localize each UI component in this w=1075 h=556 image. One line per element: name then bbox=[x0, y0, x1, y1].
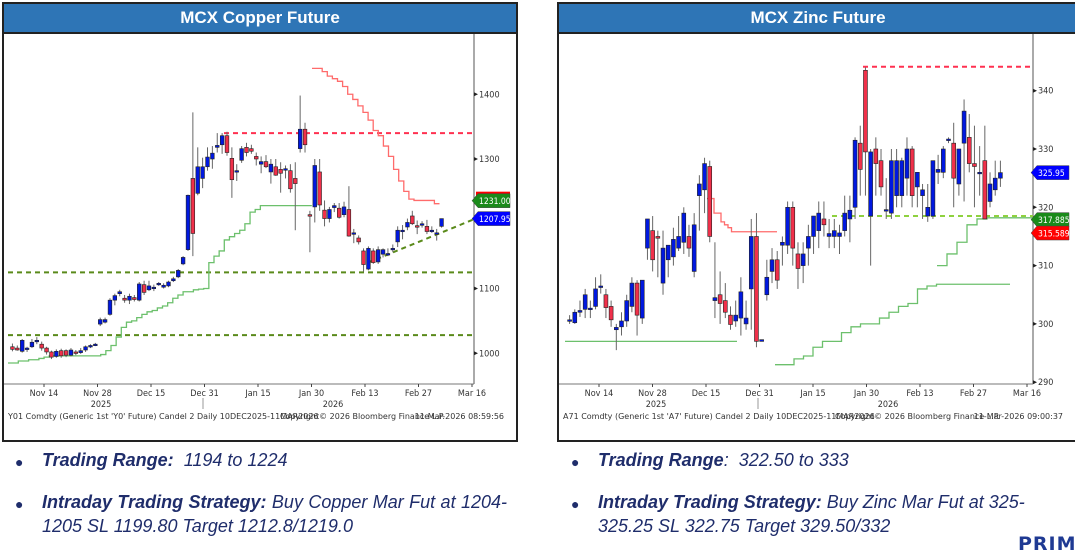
zinc-trading-range: ● Trading Range: 322.50 to 333 bbox=[568, 448, 1068, 472]
svg-text:Copyright© 2026 Bloomberg Fina: Copyright© 2026 Bloomberg Finance L.P. bbox=[280, 412, 445, 421]
zinc-chart-title: MCX Zinc Future bbox=[559, 4, 1075, 34]
zinc-chart-panel: MCX Zinc Future 290 300 310 320 330 340 Nov 14… bbox=[557, 2, 1075, 442]
svg-text:1207.95: 1207.95 bbox=[479, 215, 511, 225]
svg-text:11-Mar-2026 09:00:37: 11-Mar-2026 09:00:37 bbox=[974, 412, 1063, 421]
strategy-label: Intraday Trading Strategy: bbox=[42, 492, 267, 512]
svg-text:Y01 Comdty (Generic 1st 'Y0' F: Y01 Comdty (Generic 1st 'Y0' Future) Can… bbox=[7, 412, 319, 421]
bullet-icon: ● bbox=[15, 496, 24, 512]
copper-candlestick-chart: 1000 1100 1300 1400 Nov 14 Nov 28 Dec 15 Dec 31… bbox=[4, 34, 516, 421]
svg-text:Dec 15: Dec 15 bbox=[692, 389, 721, 399]
copper-strategy: ● Intraday Trading Strategy: Buy Copper … bbox=[12, 490, 507, 538]
svg-text:2025: 2025 bbox=[646, 400, 667, 410]
svg-text:Dec 31: Dec 31 bbox=[745, 389, 774, 399]
trading-range-label: Trading Range bbox=[598, 450, 724, 470]
svg-text:11-Mar-2026 08:59:56: 11-Mar-2026 08:59:56 bbox=[415, 412, 504, 421]
bullet-icon: ● bbox=[15, 454, 24, 470]
svg-text:Jan 15: Jan 15 bbox=[799, 389, 825, 399]
svg-text:Jan 30: Jan 30 bbox=[853, 389, 879, 399]
zinc-candlestick-chart: 290 300 310 320 330 340 Nov 14 Nov 28 Dec 15 Dec … bbox=[559, 34, 1070, 421]
strategy-value: Buy Copper Mar Fut at 1204-1205 SL 1199.… bbox=[42, 492, 507, 536]
svg-text:Nov 28: Nov 28 bbox=[83, 389, 112, 399]
svg-text:340: 340 bbox=[1038, 87, 1053, 97]
copper-trading-range: ● Trading Range: 1194 to 1224 bbox=[12, 448, 507, 472]
copper-chart-title: MCX Copper Future bbox=[4, 4, 516, 34]
svg-text:1400: 1400 bbox=[479, 90, 500, 100]
svg-text:A71 Comdty (Generic 1st 'A7' F: A71 Comdty (Generic 1st 'A7' Future) Can… bbox=[563, 412, 875, 421]
bullet-icon: ● bbox=[571, 454, 580, 470]
svg-text:Nov 14: Nov 14 bbox=[585, 389, 614, 399]
svg-text:300: 300 bbox=[1038, 320, 1053, 330]
trading-range-colon: : bbox=[723, 450, 729, 470]
brand-logo: PRIM bbox=[1018, 533, 1075, 555]
svg-text:2026: 2026 bbox=[878, 400, 899, 410]
svg-text:Nov 28: Nov 28 bbox=[638, 389, 667, 399]
svg-text:310: 310 bbox=[1038, 262, 1053, 272]
svg-text:Jan 15: Jan 15 bbox=[244, 389, 270, 399]
svg-text:325.95: 325.95 bbox=[1038, 169, 1065, 179]
svg-text:1300: 1300 bbox=[479, 155, 500, 165]
trading-range-label: Trading Range: bbox=[42, 450, 174, 470]
svg-text:Nov 14: Nov 14 bbox=[30, 389, 59, 399]
strategy-label: Intraday Trading Strategy: bbox=[598, 492, 822, 512]
strategy-value: Buy Zinc Mar Fut at 325-325.25 SL 322.75… bbox=[598, 492, 1025, 536]
bullet-icon: ● bbox=[571, 496, 580, 512]
svg-text:Feb 13: Feb 13 bbox=[906, 389, 933, 399]
copper-chart-panel: MCX Copper Future 1000 1100 1300 1400 Nov 14… bbox=[2, 2, 518, 442]
svg-text:Copyright© 2026 Bloomberg Fina: Copyright© 2026 Bloomberg Finance L.P. bbox=[835, 412, 1000, 421]
svg-text:315.589: 315.589 bbox=[1038, 230, 1070, 240]
svg-text:317.885: 317.885 bbox=[1038, 216, 1070, 226]
svg-text:Mar 16: Mar 16 bbox=[458, 389, 486, 399]
svg-text:1000: 1000 bbox=[479, 349, 500, 359]
svg-text:Feb 13: Feb 13 bbox=[351, 389, 378, 399]
svg-text:2025: 2025 bbox=[91, 400, 112, 410]
svg-text:Feb 27: Feb 27 bbox=[960, 389, 987, 399]
svg-text:1100: 1100 bbox=[479, 285, 500, 295]
trading-range-value: 322.50 to 333 bbox=[738, 450, 849, 470]
zinc-strategy: ● Intraday Trading Strategy: Buy Zinc Ma… bbox=[568, 490, 1068, 538]
trading-range-value: 1194 to 1224 bbox=[183, 450, 288, 470]
copper-notes: ● Trading Range: 1194 to 1224 ● Intraday… bbox=[12, 448, 507, 556]
svg-text:2026: 2026 bbox=[323, 400, 344, 410]
svg-text:Feb 27: Feb 27 bbox=[405, 389, 432, 399]
svg-text:Dec 31: Dec 31 bbox=[190, 389, 219, 399]
svg-text:Jan 30: Jan 30 bbox=[298, 389, 324, 399]
zinc-notes: ● Trading Range: 322.50 to 333 ● Intrada… bbox=[568, 448, 1068, 556]
svg-text:1231.001: 1231.001 bbox=[479, 197, 516, 207]
svg-text:330: 330 bbox=[1038, 145, 1053, 155]
svg-text:Mar 16: Mar 16 bbox=[1013, 389, 1041, 399]
svg-text:290: 290 bbox=[1038, 378, 1053, 388]
svg-text:Dec 15: Dec 15 bbox=[137, 389, 166, 399]
svg-text:320: 320 bbox=[1038, 203, 1053, 213]
